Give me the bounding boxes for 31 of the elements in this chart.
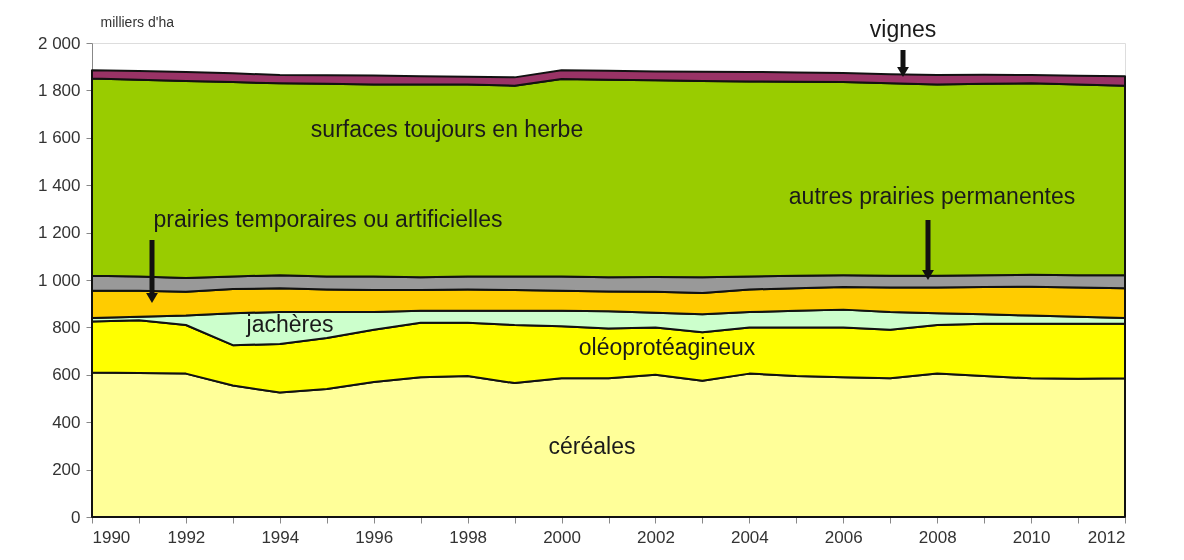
x-tick-label: 2008: [918, 527, 957, 547]
series-label: oléoprotéagineux: [578, 334, 756, 360]
x-tick-label: 1994: [261, 527, 300, 547]
y-tick-label: 1 200: [37, 223, 81, 243]
x-tick-label: 1996: [355, 527, 394, 547]
text: prairies temporaires ou artificielles: [153, 206, 503, 232]
y-tick-label: 1 600: [37, 128, 81, 148]
x-tick-label: 2000: [543, 527, 581, 547]
y-tick-label: 400: [52, 412, 81, 432]
y-tick-label: 2 000: [37, 33, 81, 53]
y-tick-label: 1 400: [37, 175, 81, 195]
x-tick-label: 1998: [449, 527, 488, 547]
y-tick-label: 0: [71, 507, 81, 527]
series-label: céréales: [548, 433, 636, 459]
x-tick-label: 2006: [824, 527, 863, 547]
y-tick-label: 200: [52, 460, 81, 480]
y-axis-title: milliers d'ha: [100, 13, 175, 30]
text: autres prairies permanentes: [788, 183, 1076, 209]
series-label: jachères: [245, 311, 334, 337]
x-tick-label: 2010: [1012, 527, 1051, 547]
series-label: vignes: [869, 16, 937, 42]
x-tick-label: 2004: [730, 527, 769, 547]
series-label: surfaces toujours en herbe: [310, 116, 584, 142]
y-tick-label: 600: [52, 365, 81, 385]
y-tick-label: 1 000: [37, 270, 81, 290]
y-tick-label: 800: [52, 317, 81, 337]
x-tick-label: 2012: [1087, 527, 1126, 547]
x-tick-label: 1992: [167, 527, 206, 547]
y-tick-label: 1 800: [37, 80, 81, 100]
x-tick-label: 1990: [92, 527, 131, 547]
x-tick-label: 2002: [637, 527, 675, 547]
